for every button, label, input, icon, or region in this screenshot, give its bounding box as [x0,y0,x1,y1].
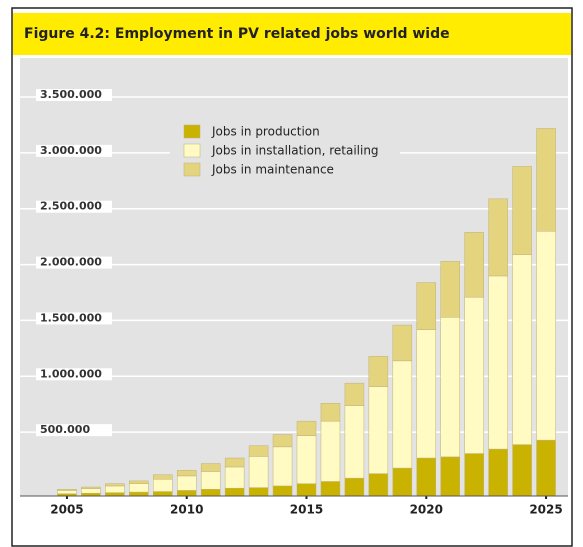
bar-segment [368,386,389,474]
bar-segment [200,463,221,472]
x-tick-label: 2025 [529,503,562,517]
bar-segment [464,453,484,497]
bar-segment [153,491,173,497]
bar-segment [57,490,77,495]
bar-segment [344,477,365,497]
bar-segment [416,282,437,330]
legend-swatch [183,143,201,158]
x-tick-label: 2005 [50,503,83,517]
x-tick-label: 2010 [170,503,203,517]
bar-segment [248,456,269,488]
bar-segment [129,491,149,497]
bar-segment [176,490,197,497]
chart-title: Figure 4.2: Employment in PV related job… [24,26,450,42]
bar-segment [105,483,125,487]
bar-segment [200,489,221,497]
y-tick-label-bg [36,200,112,213]
bar-segment [176,470,197,477]
bar-segment [392,360,413,469]
bar-segment [368,356,389,387]
bar-segment [129,483,149,493]
y-tick-label-bg [36,424,112,437]
bar-segment [224,466,245,489]
y-tick-label-bg [36,256,112,269]
bar-segment [320,403,341,422]
bar-segment [153,478,173,492]
bar-segment [272,434,293,448]
bar-segment [368,473,389,497]
bars [57,128,556,497]
y-tick-label-bg [36,89,112,101]
legend-label: Jobs in maintenance [211,163,334,177]
bar-segment [320,420,341,482]
y-tick-label: 3.500.000 [40,88,102,101]
bar-segment [536,230,556,441]
bar-segment [176,475,197,491]
bar-segment [296,435,317,484]
y-tick-label: 500.000 [40,423,90,436]
bar-segment [536,128,556,232]
bar-segment [105,485,125,493]
bar-segment [512,254,532,445]
bar-segment [296,483,317,497]
bar-segment [296,420,317,436]
y-tick-label-bg [36,368,112,381]
bar-segment [344,382,365,406]
title-band [13,13,571,55]
bar-segment [153,474,173,480]
legend [170,118,400,190]
bar-segment [105,492,125,497]
bar-segment [224,487,245,497]
y-tick-label: 1.500.000 [40,311,102,324]
bar-segment [248,445,269,457]
bar-segment [536,439,556,497]
x-tick-label: 2015 [290,503,323,517]
y-tick-label: 1.000.000 [40,367,102,380]
bar-segment [416,329,437,459]
bar-segment [81,488,101,494]
bar-segment [488,198,508,277]
bar-segment [392,467,413,497]
bar-segment [344,405,365,479]
bar-segment [464,296,484,454]
y-tick-label-bg [36,312,112,325]
bar-segment [464,232,484,298]
y-tick-label: 3.000.000 [40,144,102,157]
bar-segment [440,317,460,458]
legend-swatch [183,162,201,177]
bar-segment [129,480,149,484]
y-tick-label: 2.500.000 [40,200,102,213]
labels: 500.000 1.000.000 1.500.000 2.000.000 2.500.… [36,88,563,517]
bar-segment [272,446,293,487]
bar-segment [224,457,245,468]
bar-segment [81,486,101,489]
bar-segment [512,444,532,497]
bar-segment [392,324,413,362]
bar-segment [200,471,221,490]
y-tick-label: 2.000.000 [40,256,102,269]
legend-label: Jobs in installation, retailing [211,144,379,158]
bar-segment [488,275,508,450]
legend-swatch [183,124,201,139]
bar-segment [440,261,460,318]
x-tick-label: 2020 [410,503,443,517]
legend-label: Jobs in production [211,125,320,139]
bar-segment [488,448,508,497]
bar-segment [57,489,77,491]
bar-segment [416,457,437,497]
bar-segment [320,481,341,497]
bar-segment [512,166,532,255]
bar-segment [272,485,293,497]
bar-segment [440,456,460,497]
y-tick-label-bg [36,144,112,157]
bar-segment [248,487,269,497]
